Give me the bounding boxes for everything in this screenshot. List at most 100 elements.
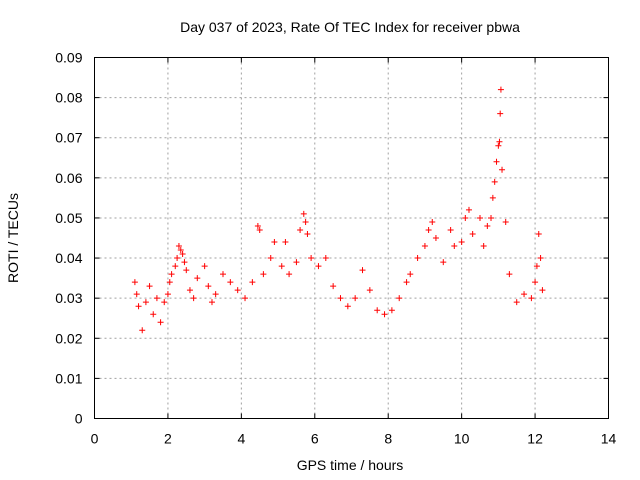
data-point <box>174 255 181 262</box>
data-point <box>359 267 366 274</box>
data-point <box>186 287 193 294</box>
chart-title: Day 037 of 2023, Rate Of TEC Index for r… <box>180 19 520 35</box>
data-point <box>175 243 182 250</box>
data-point <box>381 311 388 318</box>
data-point <box>205 283 212 290</box>
x-tick-label: 14 <box>601 431 617 447</box>
y-tick-label: 0.06 <box>55 170 82 186</box>
data-point <box>425 226 432 233</box>
data-point <box>506 271 513 278</box>
data-point <box>153 295 160 302</box>
data-point <box>181 259 188 266</box>
data-point <box>168 271 175 278</box>
data-point <box>495 142 502 149</box>
y-tick-label: 0.08 <box>55 90 82 106</box>
data-point <box>260 271 267 278</box>
data-point <box>539 287 546 294</box>
x-tick-label: 0 <box>91 431 99 447</box>
grid-lines <box>94 57 609 419</box>
plot-frame <box>94 57 609 419</box>
data-point <box>293 259 300 266</box>
data-point <box>532 279 539 286</box>
data-point <box>497 110 504 117</box>
x-tick-label: 10 <box>454 431 470 447</box>
data-points <box>131 86 546 334</box>
data-point <box>480 243 487 250</box>
data-point <box>488 214 495 221</box>
y-tick-label: 0 <box>75 411 83 427</box>
data-point <box>447 226 454 233</box>
data-point <box>429 218 436 225</box>
data-point <box>146 283 153 290</box>
data-point <box>212 291 219 298</box>
data-point <box>139 327 146 334</box>
data-point <box>142 299 149 306</box>
y-tick-labels: 0 0.01 0.02 0.03 0.04 0.05 0.06 0.07 0.08 0.09 <box>55 50 82 427</box>
data-point <box>304 230 311 237</box>
data-point <box>493 158 500 165</box>
data-point <box>344 303 351 310</box>
data-point <box>227 279 234 286</box>
data-point <box>282 239 289 246</box>
data-point <box>432 235 439 241</box>
x-tick-labels: 0 2 4 6 8 10 12 14 <box>91 431 617 447</box>
data-point <box>421 243 428 250</box>
data-point <box>157 319 164 326</box>
data-point <box>535 230 542 237</box>
y-tick-label: 0.07 <box>55 130 82 146</box>
y-tick-label: 0.05 <box>55 210 82 226</box>
y-tick-label: 0.02 <box>55 330 82 346</box>
data-point <box>315 263 322 270</box>
y-tick-label: 0.01 <box>55 370 82 386</box>
x-tick-label: 6 <box>311 431 319 447</box>
data-point <box>477 214 483 221</box>
data-point <box>484 222 491 229</box>
data-point <box>194 275 201 282</box>
data-point <box>502 218 509 225</box>
data-point <box>271 239 278 246</box>
data-point <box>366 287 373 294</box>
data-point <box>150 311 157 318</box>
data-point <box>533 263 540 270</box>
data-point <box>172 263 179 270</box>
data-point <box>489 194 496 201</box>
x-tick-label: 8 <box>384 431 392 447</box>
data-point <box>201 263 208 270</box>
data-point <box>403 279 410 286</box>
data-point <box>497 86 504 93</box>
data-point <box>183 267 190 274</box>
data-point <box>308 255 315 262</box>
data-point <box>302 218 309 225</box>
data-point <box>469 230 476 237</box>
data-point <box>496 138 503 145</box>
data-point <box>249 279 256 286</box>
data-point <box>133 291 140 298</box>
y-axis-label: ROTI / TECUs <box>5 193 21 283</box>
data-point <box>208 299 215 306</box>
data-point <box>166 279 173 286</box>
data-point <box>135 303 142 310</box>
x-tick-label: 4 <box>237 431 245 447</box>
data-point <box>177 247 184 254</box>
x-tick-label: 2 <box>164 431 172 447</box>
data-point <box>465 206 472 213</box>
data-point <box>499 166 506 173</box>
data-point <box>161 299 168 306</box>
data-point <box>278 263 285 270</box>
data-point <box>220 271 226 278</box>
data-point <box>528 295 535 302</box>
data-point <box>190 295 197 302</box>
y-tick-label: 0.03 <box>55 290 82 306</box>
data-point <box>286 271 293 278</box>
data-point <box>337 295 344 302</box>
data-point <box>374 307 381 314</box>
data-point <box>458 239 465 246</box>
data-point <box>388 307 395 314</box>
data-point <box>179 251 186 258</box>
data-point <box>537 255 544 262</box>
data-point <box>414 255 421 262</box>
data-point <box>396 295 403 302</box>
data-point <box>267 255 274 262</box>
x-axis-label: GPS time / hours <box>297 457 404 473</box>
